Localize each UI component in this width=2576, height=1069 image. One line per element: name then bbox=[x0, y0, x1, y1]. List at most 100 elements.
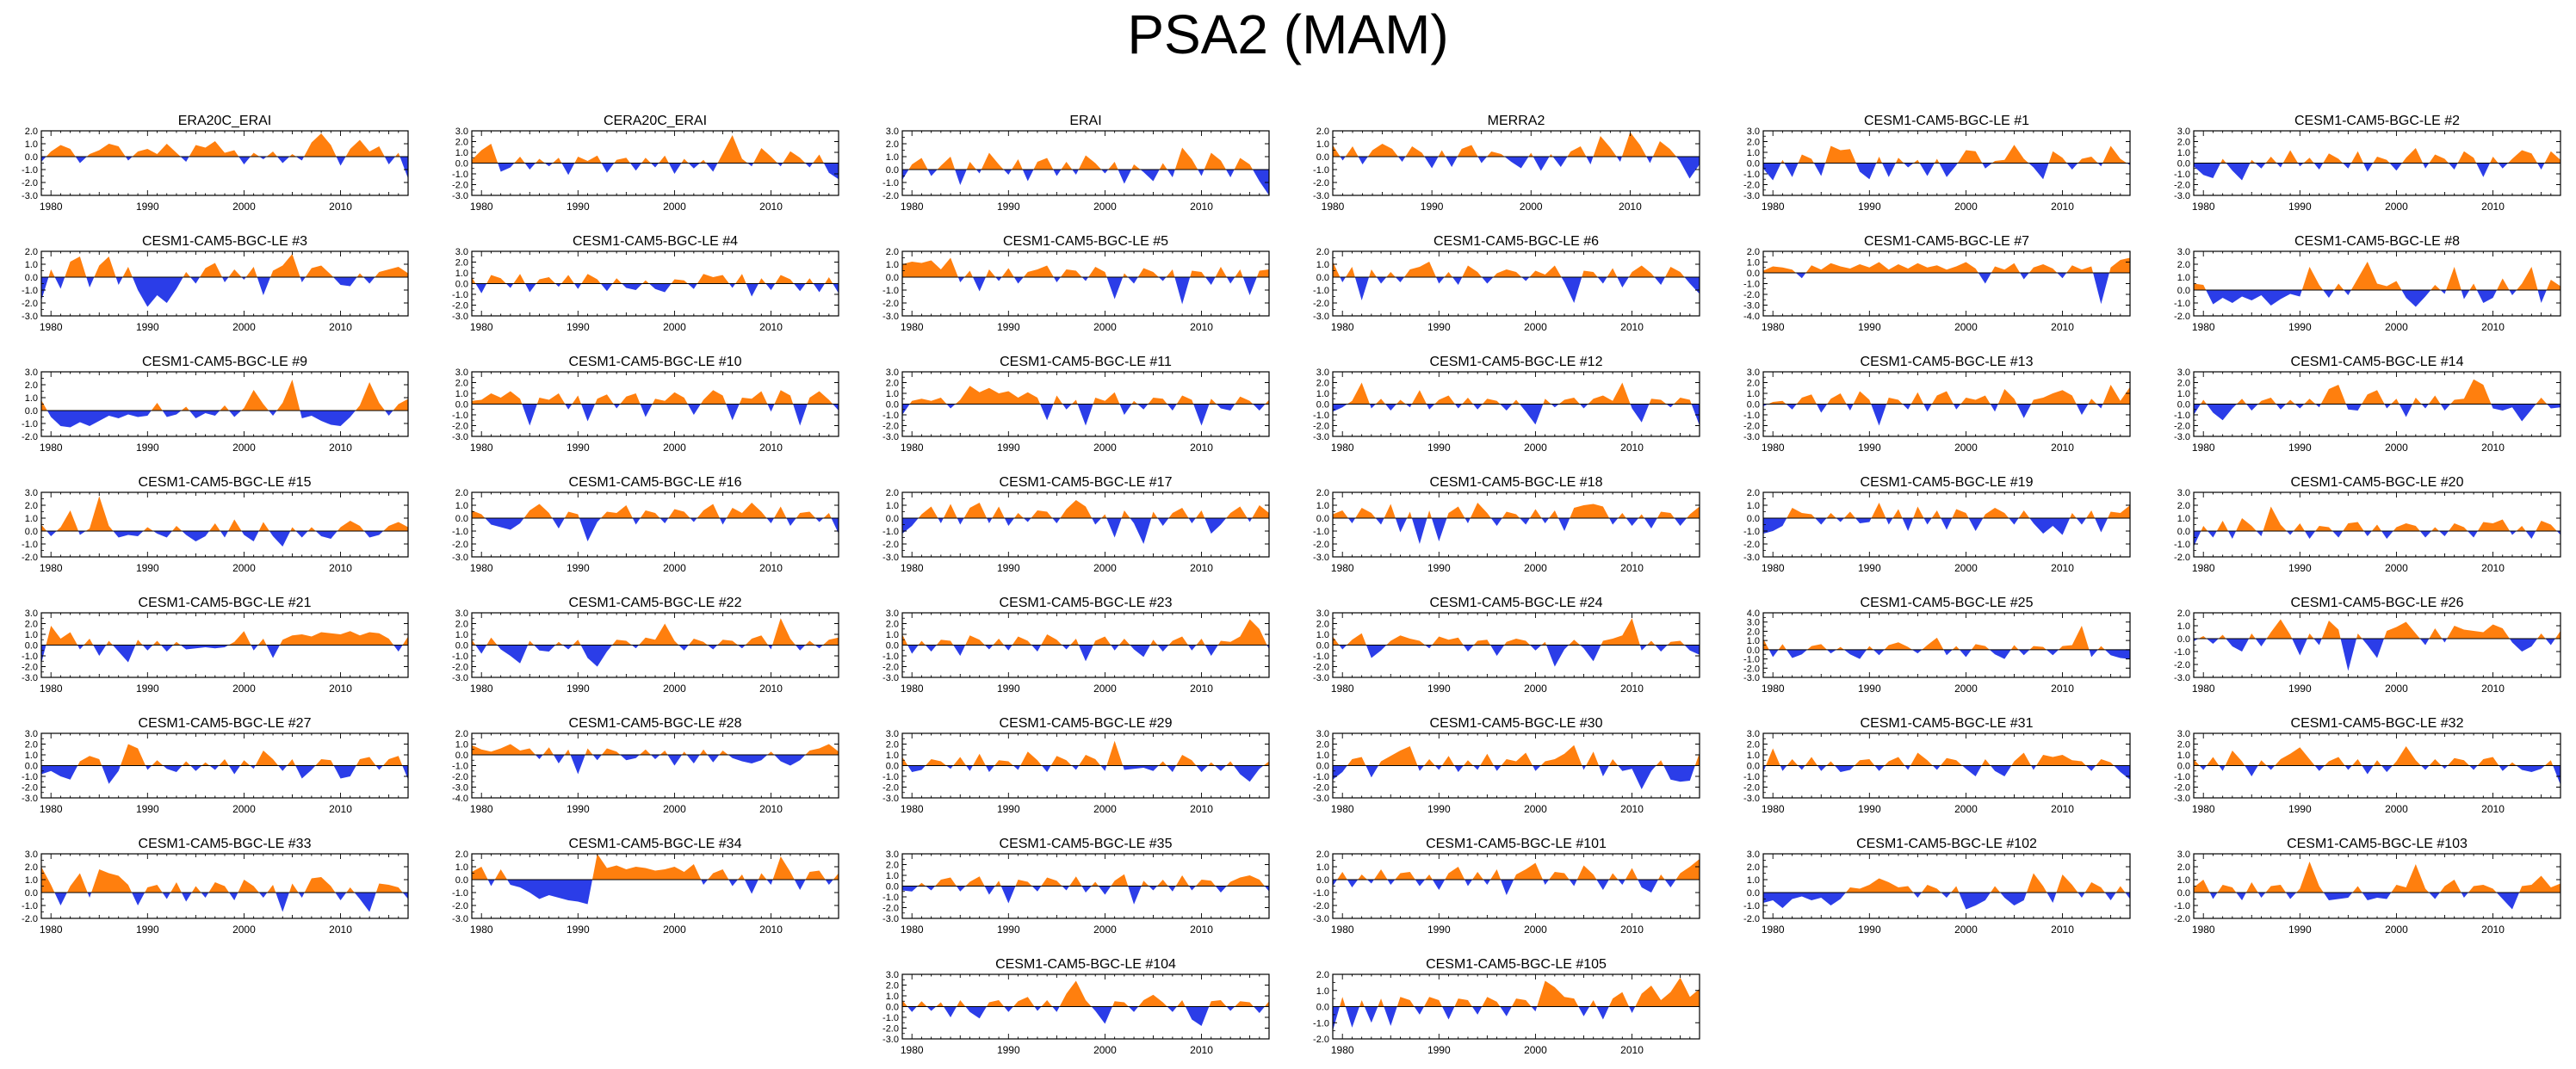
x-tick-label: 2010 bbox=[1190, 683, 1213, 695]
y-tick-label: -1.0 bbox=[2174, 411, 2190, 421]
negative-anomaly-area bbox=[472, 880, 839, 905]
x-tick-label: 1990 bbox=[567, 442, 590, 454]
negative-anomaly-area bbox=[41, 765, 408, 784]
x-tick-label: 2000 bbox=[1524, 683, 1547, 695]
y-tick-label: -3.0 bbox=[2174, 794, 2190, 804]
x-tick-label: 2010 bbox=[1190, 803, 1213, 815]
negative-anomaly-area bbox=[1333, 277, 1700, 303]
x-tick-label: 2000 bbox=[663, 201, 686, 213]
y-tick-label: 2.0 bbox=[886, 488, 899, 498]
panel-title: CESM1-CAM5-BGC-LE #19 bbox=[1861, 475, 2034, 490]
y-tick-label: 3.0 bbox=[886, 850, 899, 860]
panel-32: CESM1-CAM5-BGC-LE #28 -4.0-3.0-2.0-1.00.0… bbox=[452, 716, 839, 815]
x-tick-label: 1990 bbox=[567, 562, 590, 574]
y-tick-label: 2.0 bbox=[1316, 740, 1329, 751]
y-tick-label: 0.0 bbox=[1316, 152, 1329, 163]
x-tick-label: 1980 bbox=[901, 442, 924, 454]
x-tick-label: 1980 bbox=[1762, 683, 1785, 695]
panel-40: CESM1-CAM5-BGC-LE #101 -3.0 -2.0 -1.0 0.0 1.0… bbox=[1313, 837, 1700, 936]
x-tick-label: 2000 bbox=[1524, 924, 1547, 936]
y-tick-label: 1.0 bbox=[2177, 273, 2190, 283]
y-tick-label: -1.0 bbox=[2174, 299, 2190, 309]
y-tick-label: 1.0 bbox=[886, 871, 899, 881]
x-tick-label: 1990 bbox=[1858, 321, 1881, 333]
positive-anomaly-area bbox=[1333, 262, 1700, 277]
negative-anomaly-area bbox=[1333, 880, 1700, 895]
y-tick-label: 2.0 bbox=[2177, 260, 2190, 270]
x-tick-label: 1990 bbox=[567, 924, 590, 936]
y-tick-label: 2.0 bbox=[1316, 970, 1329, 980]
y-tick-label: -3.0 bbox=[1743, 553, 1760, 563]
x-tick-label: 2010 bbox=[759, 683, 783, 695]
panel-title: CESM1-CAM5-BGC-LE #34 bbox=[569, 837, 742, 851]
y-tick-label: 2.0 bbox=[1316, 379, 1329, 389]
x-tick-label: 1980 bbox=[40, 321, 63, 333]
x-tick-label: 1990 bbox=[1427, 803, 1451, 815]
y-tick-label: 0.0 bbox=[25, 273, 38, 283]
x-tick-label: 1980 bbox=[1762, 321, 1785, 333]
panel-title: CESM1-CAM5-BGC-LE #103 bbox=[2287, 837, 2468, 851]
panel-13: CESM1-CAM5-BGC-LE #9 -2.0 -1.0 0.0 1.0 2.0 3.0… bbox=[22, 355, 409, 454]
y-tick-label: -2.0 bbox=[22, 178, 38, 188]
y-tick-label: 0.0 bbox=[25, 888, 38, 899]
y-tick-label: 2.0 bbox=[455, 488, 468, 498]
x-tick-label: 2010 bbox=[329, 562, 352, 574]
x-tick-label: 2010 bbox=[1190, 201, 1213, 213]
panel-33: CESM1-CAM5-BGC-LE #29-3.0-2.0-1.00.01.02… bbox=[882, 716, 1270, 815]
y-tick-label: 3.0 bbox=[1747, 850, 1760, 860]
panel-23: CESM1-CAM5-BGC-LE #19 -3.0 -2.0 -1.0 0.0 1.0 2… bbox=[1743, 475, 2131, 574]
x-tick-label: 2010 bbox=[2481, 562, 2505, 574]
y-tick-label: -1.0 bbox=[1313, 527, 1329, 537]
panel-38: CESM1-CAM5-BGC-LE #34 -3.0 -2.0 -1.0 0.0 1.0 2… bbox=[452, 837, 839, 936]
y-tick-label: 2.0 bbox=[455, 138, 468, 148]
y-tick-label: 0.0 bbox=[25, 641, 38, 652]
positive-anomaly-area bbox=[1763, 145, 2130, 164]
y-tick-label: -1.0 bbox=[2174, 901, 2190, 911]
y-tick-label: 2.0 bbox=[886, 620, 899, 630]
panel-9: CESM1-CAM5-BGC-LE #5 -3.0 -2.0 -1.0 0.0 1.0 2.… bbox=[882, 234, 1270, 333]
y-tick-label: -3.0 bbox=[882, 914, 899, 924]
x-tick-label: 2000 bbox=[663, 562, 686, 574]
panel-title: CESM1-CAM5-BGC-LE #4 bbox=[573, 234, 738, 249]
y-tick-label: -1.0 bbox=[2174, 540, 2190, 550]
positive-anomaly-area bbox=[1763, 873, 2130, 893]
y-tick-label: -2.0 bbox=[22, 783, 38, 794]
y-tick-label: -2.0 bbox=[2174, 783, 2190, 794]
y-tick-label: 2.0 bbox=[1747, 138, 1760, 148]
x-tick-label: 2000 bbox=[2385, 562, 2408, 574]
y-tick-label: 3.0 bbox=[455, 127, 468, 137]
y-tick-label: 0.0 bbox=[455, 280, 468, 290]
x-tick-label: 2000 bbox=[232, 803, 256, 815]
negative-anomaly-area bbox=[1763, 649, 2130, 659]
y-tick-label: -3.0 bbox=[1313, 673, 1329, 683]
y-tick-label: -2.0 bbox=[2174, 660, 2190, 670]
y-tick-label: -3.0 bbox=[1743, 432, 1760, 442]
panel-title: CESM1-CAM5-BGC-LE #29 bbox=[1000, 716, 1173, 731]
x-tick-label: 1990 bbox=[997, 562, 1020, 574]
y-tick-label: 0.0 bbox=[1747, 646, 1760, 656]
y-tick-label: -3.0 bbox=[1313, 794, 1329, 804]
positive-anomaly-area bbox=[1763, 257, 2130, 273]
negative-anomaly-area bbox=[1763, 273, 2130, 305]
plot-frame bbox=[471, 491, 839, 558]
y-tick-label: 0.0 bbox=[1316, 1003, 1329, 1013]
y-tick-label: -1.0 bbox=[1743, 772, 1760, 782]
y-tick-label: 1.0 bbox=[455, 740, 468, 751]
x-tick-label: 1980 bbox=[2192, 803, 2215, 815]
x-tick-label: 2000 bbox=[1954, 803, 1978, 815]
x-tick-label: 2000 bbox=[1524, 442, 1547, 454]
y-tick-label: 0.0 bbox=[25, 762, 38, 772]
panel-title: CESM1-CAM5-BGC-LE #27 bbox=[139, 716, 312, 731]
y-tick-label: 2.0 bbox=[1747, 379, 1760, 389]
negative-anomaly-area bbox=[41, 411, 408, 428]
negative-anomaly-area bbox=[472, 404, 839, 426]
y-tick-label: 2.0 bbox=[2177, 379, 2190, 389]
y-tick-label: 2.0 bbox=[25, 247, 38, 257]
x-tick-label: 2010 bbox=[1190, 1044, 1213, 1056]
panel-14: CESM1-CAM5-BGC-LE #10-3.0-2.0-1.00.01.02… bbox=[452, 355, 839, 454]
y-tick-label: 3.0 bbox=[2177, 729, 2190, 739]
plot-frame bbox=[1332, 250, 1700, 317]
x-tick-label: 2010 bbox=[2481, 683, 2505, 695]
panel-43: CESM1-CAM5-BGC-LE #104 -3.0-2.0-1.00.01.0… bbox=[882, 957, 1270, 1056]
positive-anomaly-area bbox=[1763, 503, 2130, 518]
